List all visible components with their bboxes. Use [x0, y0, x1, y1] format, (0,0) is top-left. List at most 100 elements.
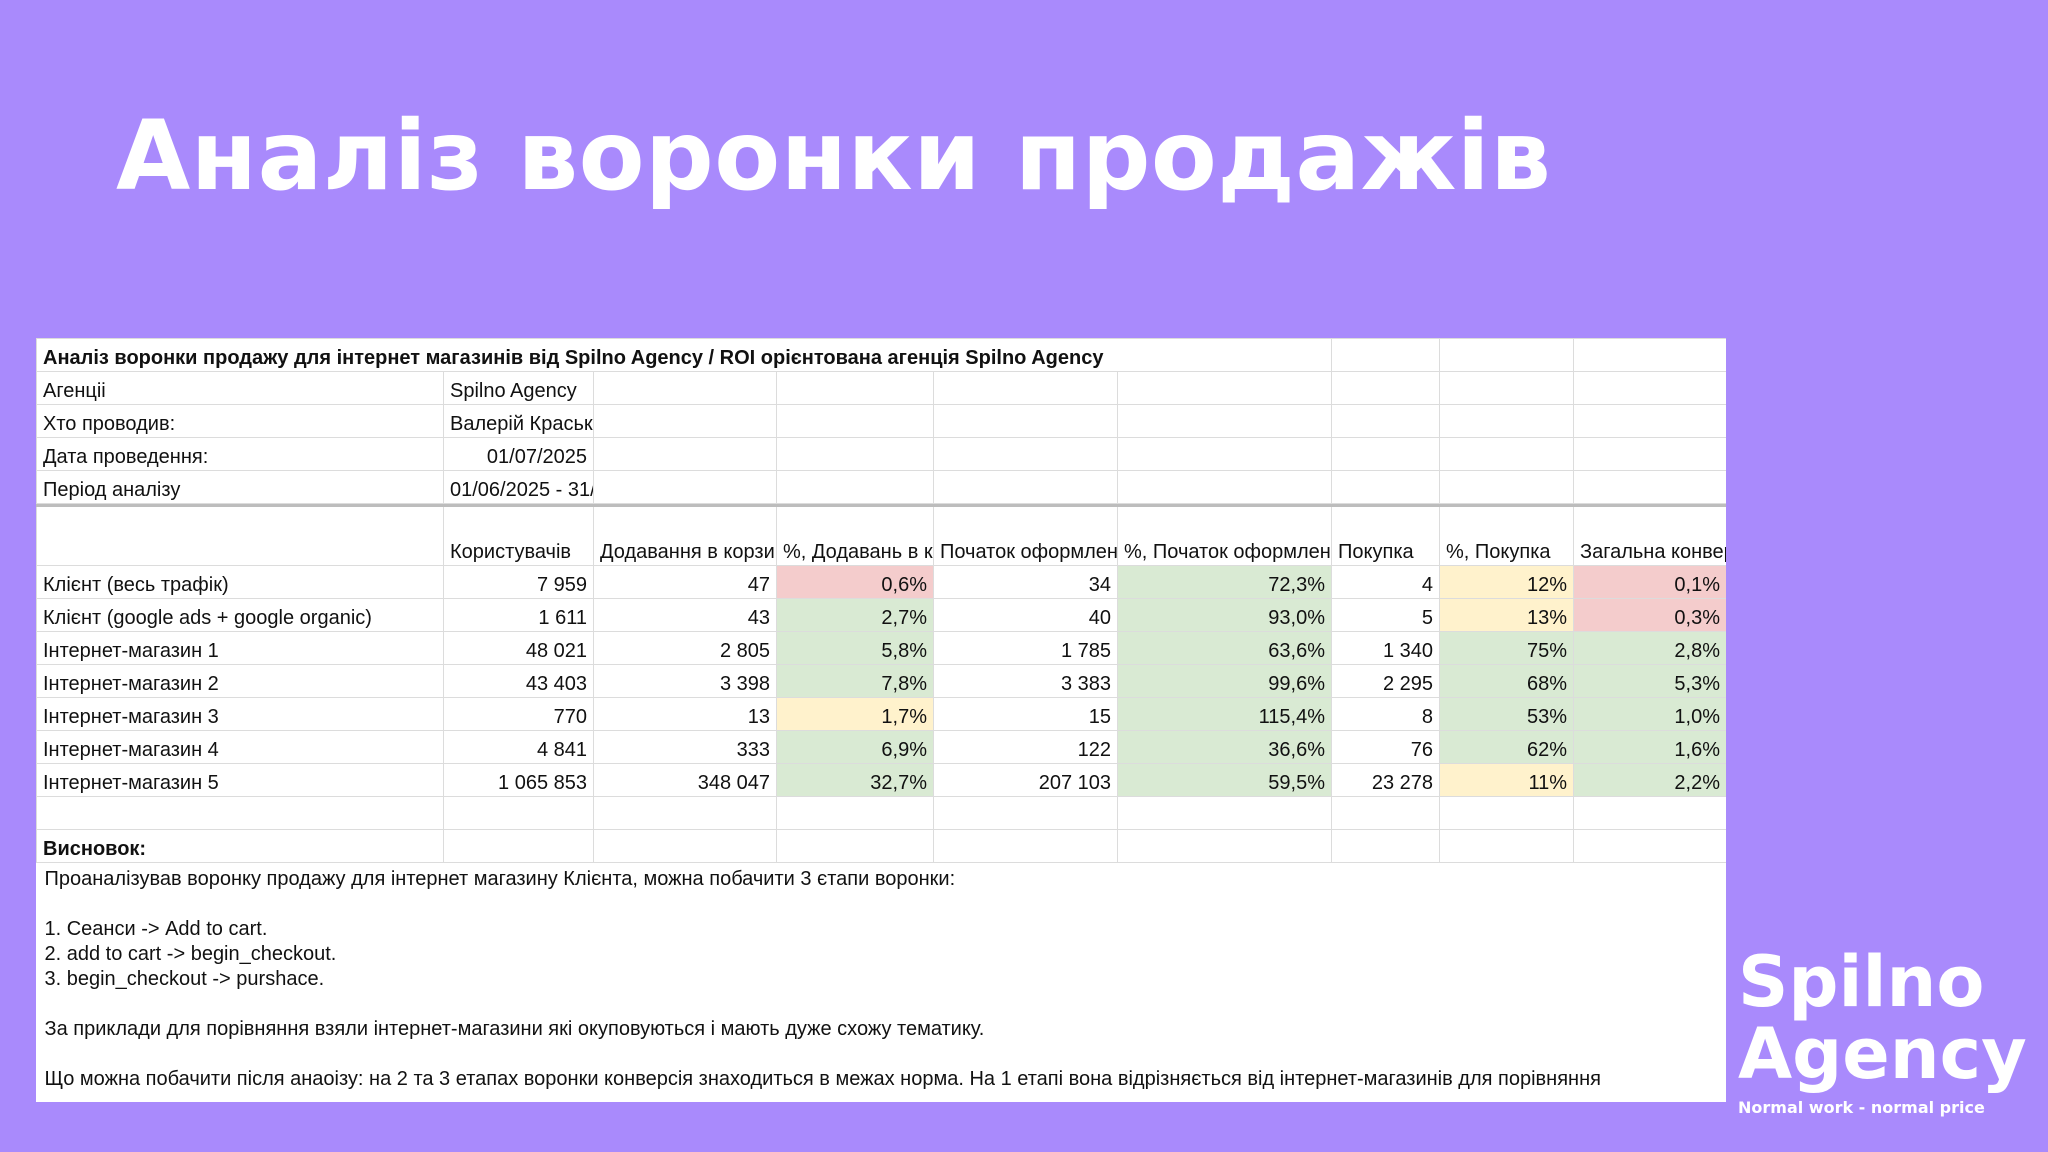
cell-checkout-pct[interactable]: 36,6% [1116, 730, 1333, 764]
meta-value[interactable]: 01/07/2025 [443, 437, 594, 471]
cell[interactable] [1116, 796, 1333, 830]
cell-checkout[interactable]: 122 [933, 730, 1118, 764]
cell[interactable] [776, 470, 934, 504]
cell[interactable] [1439, 338, 1575, 372]
row-name[interactable]: Інтернет-магазин 3 [36, 697, 444, 731]
cell-total[interactable]: 0,1% [1573, 565, 1726, 599]
cell-checkout[interactable]: 1 785 [933, 631, 1118, 665]
cell[interactable] [1331, 796, 1441, 830]
cell[interactable] [1573, 338, 1726, 372]
column-header[interactable]: %, Початок оформлення [1116, 506, 1333, 566]
meta-value[interactable]: Валерій Красько [443, 404, 594, 438]
cell-cart[interactable]: 333 [593, 730, 777, 764]
row-name[interactable]: Клієнт (весь трафік) [36, 565, 444, 599]
row-name[interactable]: Інтернет-магазин 2 [36, 664, 444, 698]
meta-label[interactable]: Період аналізу [36, 470, 444, 504]
cell[interactable] [1573, 371, 1726, 405]
cell[interactable] [776, 437, 934, 471]
row-name[interactable]: Клієнт (google ads + google organic) [36, 598, 444, 632]
cell-cart[interactable]: 3 398 [593, 664, 777, 698]
meta-label[interactable]: Дата проведення: [36, 437, 444, 471]
cell-purchase[interactable]: 2 295 [1331, 664, 1441, 698]
cell-total[interactable]: 1,0% [1573, 697, 1726, 731]
cell-checkout[interactable]: 34 [933, 565, 1118, 599]
cell-checkout[interactable]: 3 383 [933, 664, 1118, 698]
cell-checkout-pct[interactable]: 63,6% [1116, 631, 1333, 665]
cell[interactable] [933, 470, 1118, 504]
cell-cart[interactable]: 348 047 [593, 763, 777, 797]
meta-label[interactable]: Агенціі [36, 371, 444, 405]
cell-purchase[interactable]: 23 278 [1331, 763, 1441, 797]
meta-label[interactable]: Хто проводив: [36, 404, 444, 438]
conclusion-cell[interactable]: Проаналізував воронку продажу для інтерн… [37, 863, 1727, 1093]
row-name[interactable]: Інтернет-магазин 4 [36, 730, 444, 764]
cell-total[interactable]: 2,8% [1573, 631, 1726, 665]
cell-users[interactable]: 48 021 [443, 631, 594, 665]
cell[interactable] [1331, 371, 1441, 405]
cell-purchase[interactable]: 4 [1331, 565, 1441, 599]
cell[interactable] [933, 437, 1118, 471]
cell-purchase-pct[interactable]: 62% [1439, 730, 1575, 764]
column-header[interactable]: %, Покупка [1439, 506, 1575, 566]
cell[interactable] [1116, 404, 1333, 438]
column-header[interactable]: Початок оформлення [933, 506, 1118, 566]
cell-checkout-pct[interactable]: 99,6% [1116, 664, 1333, 698]
cell-users[interactable]: 4 841 [443, 730, 594, 764]
cell[interactable] [1116, 371, 1333, 405]
row-name[interactable]: Інтернет-магазин 1 [36, 631, 444, 665]
cell[interactable] [1331, 829, 1441, 863]
cell-cart[interactable]: 2 805 [593, 631, 777, 665]
cell[interactable] [776, 829, 934, 863]
column-header[interactable] [36, 506, 444, 566]
cell-users[interactable]: 1 611 [443, 598, 594, 632]
column-header[interactable]: Користувачів [443, 506, 594, 566]
column-header[interactable]: %, Додавань в корзину [776, 506, 934, 566]
cell-cart[interactable]: 47 [593, 565, 777, 599]
cell-purchase[interactable]: 5 [1331, 598, 1441, 632]
cell[interactable] [1573, 437, 1726, 471]
cell-users[interactable]: 43 403 [443, 664, 594, 698]
cell-purchase[interactable]: 8 [1331, 697, 1441, 731]
cell[interactable] [1573, 796, 1726, 830]
cell[interactable] [1331, 404, 1441, 438]
cell-checkout-pct[interactable]: 115,4% [1116, 697, 1333, 731]
cell-cart-pct[interactable]: 32,7% [776, 763, 934, 797]
cell[interactable] [1439, 829, 1575, 863]
cell[interactable] [1439, 470, 1575, 504]
cell-purchase[interactable]: 76 [1331, 730, 1441, 764]
cell[interactable] [1116, 470, 1333, 504]
sheet-title[interactable]: Аналіз воронки продажу для інтернет мага… [36, 338, 1333, 372]
cell[interactable] [1439, 371, 1575, 405]
column-header[interactable]: Загальна конверсія [1573, 506, 1726, 566]
cell[interactable] [593, 796, 777, 830]
cell[interactable] [1439, 404, 1575, 438]
cell[interactable] [776, 404, 934, 438]
cell[interactable] [933, 371, 1118, 405]
cell-checkout-pct[interactable]: 72,3% [1116, 565, 1333, 599]
cell[interactable] [1573, 829, 1726, 863]
cell-cart-pct[interactable]: 1,7% [776, 697, 934, 731]
cell-checkout[interactable]: 15 [933, 697, 1118, 731]
cell-checkout[interactable]: 40 [933, 598, 1118, 632]
cell[interactable] [933, 796, 1118, 830]
cell-cart-pct[interactable]: 6,9% [776, 730, 934, 764]
cell[interactable] [443, 829, 594, 863]
column-header[interactable]: Покупка [1331, 506, 1441, 566]
cell[interactable] [1439, 437, 1575, 471]
cell-purchase-pct[interactable]: 13% [1439, 598, 1575, 632]
cell-purchase-pct[interactable]: 68% [1439, 664, 1575, 698]
cell[interactable] [1331, 437, 1441, 471]
cell[interactable] [1331, 338, 1441, 372]
cell[interactable] [933, 829, 1118, 863]
cell-cart-pct[interactable]: 0,6% [776, 565, 934, 599]
cell-cart-pct[interactable]: 7,8% [776, 664, 934, 698]
cell-total[interactable]: 1,6% [1573, 730, 1726, 764]
cell-users[interactable]: 7 959 [443, 565, 594, 599]
cell-cart[interactable]: 43 [593, 598, 777, 632]
cell-checkout-pct[interactable]: 59,5% [1116, 763, 1333, 797]
cell[interactable] [1116, 437, 1333, 471]
cell-total[interactable]: 0,3% [1573, 598, 1726, 632]
cell[interactable] [443, 796, 594, 830]
cell-purchase[interactable]: 1 340 [1331, 631, 1441, 665]
column-header[interactable]: Додавання в корзину [593, 506, 777, 566]
